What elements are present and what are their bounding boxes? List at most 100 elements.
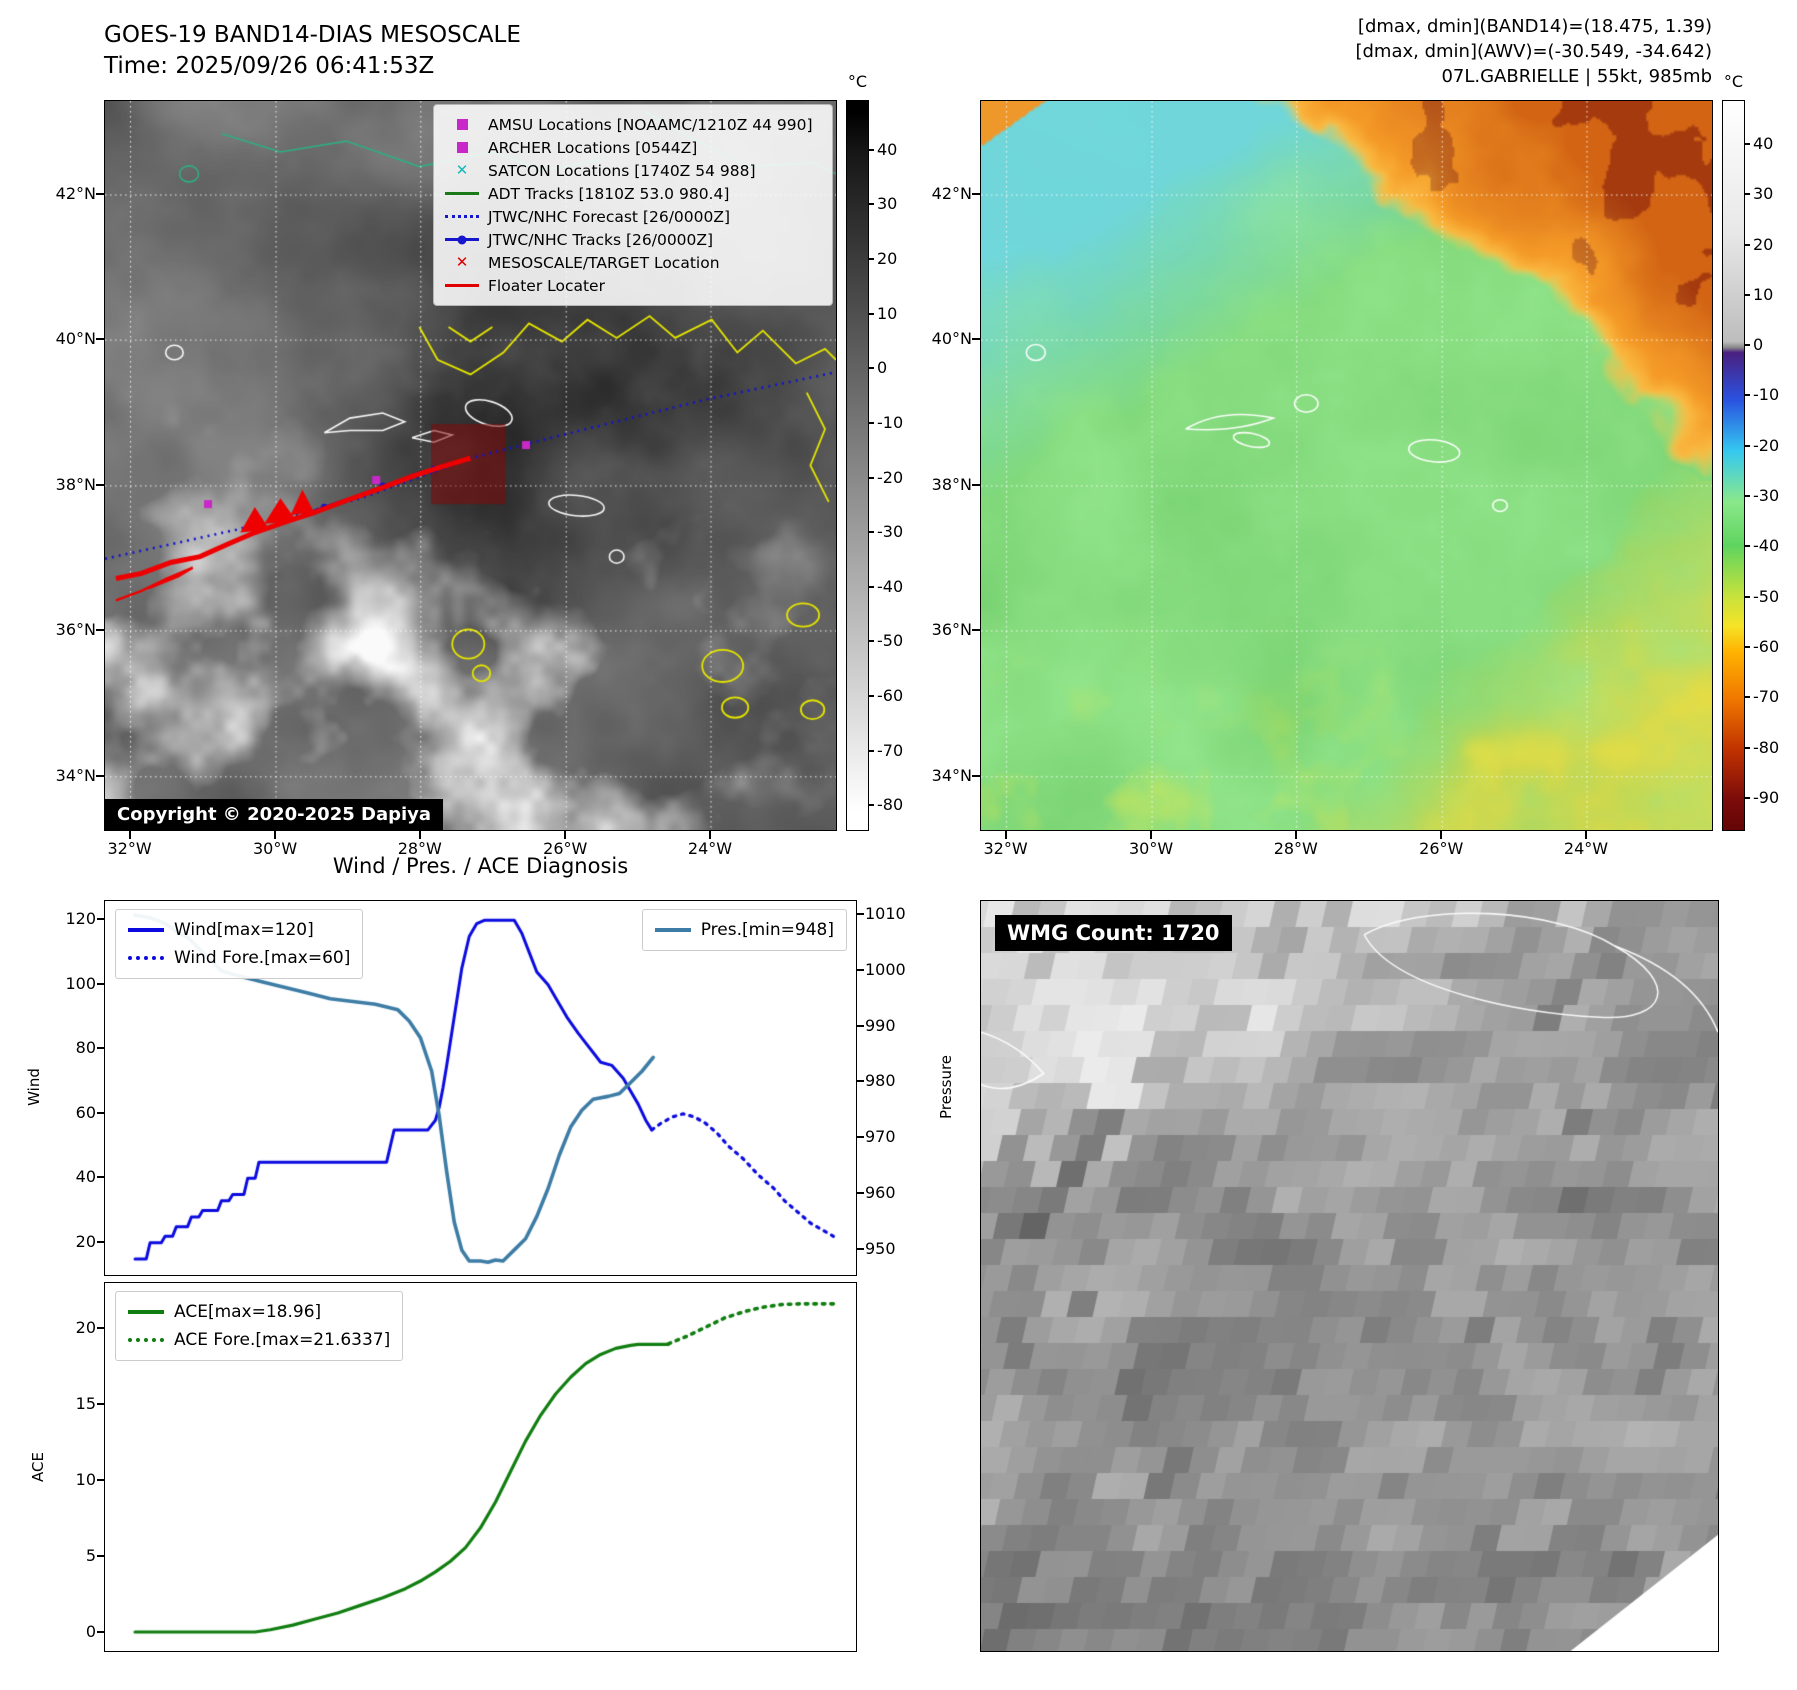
colorbar-tick-label: 10 bbox=[1753, 284, 1774, 304]
storm-id-label: 07L.GABRIELLE | 55kt, 985mb bbox=[1441, 66, 1712, 87]
colorbar-tick-label: -50 bbox=[877, 631, 904, 651]
tick-mark bbox=[564, 831, 567, 839]
ace-tick-label: 5 bbox=[85, 1545, 96, 1565]
tick-mark bbox=[1745, 193, 1750, 196]
lat-tick-label: 42°N bbox=[55, 184, 96, 204]
tick-mark bbox=[869, 367, 874, 370]
chart-legend-item: ACE[max=18.96] bbox=[128, 1298, 390, 1326]
lat-tick-label: 36°N bbox=[931, 619, 972, 639]
awv-satellite-canvas bbox=[981, 101, 1712, 830]
legend-item: ✕ SATCON Locations [1740Z 54 988] bbox=[444, 159, 822, 182]
colorbar-tick-label: -40 bbox=[1753, 536, 1780, 556]
tick-mark bbox=[857, 1247, 864, 1250]
chart-legend-item: Wind[max=120] bbox=[128, 916, 350, 944]
ace-tick-label: 0 bbox=[85, 1621, 96, 1641]
wmg-canvas bbox=[981, 901, 1718, 1651]
tick-mark bbox=[857, 1136, 864, 1139]
lon-tick-label: 30°W bbox=[1128, 839, 1174, 858]
lat-tick-label: 34°N bbox=[931, 765, 972, 785]
tick-mark bbox=[1440, 831, 1443, 839]
colorbar-tick-label: -50 bbox=[1753, 586, 1780, 606]
legend-item: ADT Tracks [1810Z 53.0 980.4] bbox=[444, 182, 822, 205]
tick-mark bbox=[1745, 495, 1750, 498]
tick-mark bbox=[97, 1111, 104, 1114]
legend-item: AMSU Locations [NOAAMC/1210Z 44 990] bbox=[444, 113, 822, 136]
legend-item-label: JTWC/NHC Forecast [26/0000Z] bbox=[488, 207, 731, 226]
awv-header: [dmax, dmin](BAND14)=(18.475, 1.39) [dma… bbox=[1000, 14, 1712, 89]
tick-mark bbox=[96, 193, 104, 196]
x-marker-icon: ✕ bbox=[455, 253, 469, 271]
tick-mark bbox=[1745, 545, 1750, 548]
wind-tick-label: 120 bbox=[65, 909, 96, 929]
tick-mark bbox=[869, 421, 874, 424]
wind-axis-label: Wind bbox=[25, 1068, 43, 1106]
colorbar-tick-label: -40 bbox=[877, 576, 904, 596]
colorbar-tick-label: -10 bbox=[1753, 385, 1780, 405]
band14-time: Time: 2025/09/26 06:41:53Z bbox=[104, 53, 435, 79]
line-dot-marker-icon bbox=[444, 235, 480, 244]
tick-mark bbox=[869, 749, 874, 752]
lat-tick-label: 36°N bbox=[55, 619, 96, 639]
colorbar-tick-label: -90 bbox=[1753, 788, 1780, 808]
pressure-tick-label: 950 bbox=[865, 1238, 896, 1258]
legend-item-label: SATCON Locations [1740Z 54 988] bbox=[488, 161, 756, 180]
legend-item: ✕ MESOSCALE/TARGET Location bbox=[444, 251, 822, 274]
copyright-label: Copyright © 2020-2025 Dapiya bbox=[105, 799, 444, 830]
tick-mark bbox=[97, 918, 104, 921]
tick-mark bbox=[1745, 595, 1750, 598]
line-marker-icon bbox=[444, 192, 480, 195]
band14-legend: AMSU Locations [NOAAMC/1210Z 44 990] ARCH… bbox=[433, 104, 833, 306]
tick-mark bbox=[128, 831, 131, 839]
tick-mark bbox=[972, 483, 980, 486]
tick-mark bbox=[1745, 444, 1750, 447]
tick-mark bbox=[97, 1630, 104, 1633]
chart-legend-item: ACE Fore.[max=21.6337] bbox=[128, 1326, 390, 1354]
awv-dmax-dmin-label: [dmax, dmin](AWV)=(-30.549, -34.642) bbox=[1355, 41, 1712, 62]
tick-mark bbox=[1745, 142, 1750, 145]
lon-tick-label: 28°W bbox=[397, 839, 442, 858]
lat-tick-label: 34°N bbox=[55, 765, 96, 785]
pressure-tick-label: 970 bbox=[865, 1127, 896, 1147]
lon-tick-label: 32°W bbox=[983, 839, 1028, 858]
tick-mark bbox=[96, 338, 104, 341]
tick-mark bbox=[97, 1240, 104, 1243]
pressure-legend: Pres.[min=948] bbox=[641, 909, 847, 951]
wind-tick-label: 40 bbox=[75, 1167, 96, 1187]
legend-item: JTWC/NHC Tracks [26/0000Z] bbox=[444, 228, 822, 251]
tick-mark bbox=[1150, 831, 1153, 839]
lon-tick-label: 28°W bbox=[1273, 839, 1318, 858]
chart-legend-label: ACE Fore.[max=21.6337] bbox=[174, 1330, 391, 1350]
lon-tick-label: 26°W bbox=[543, 839, 588, 858]
tick-mark bbox=[97, 1047, 104, 1050]
tick-mark bbox=[1745, 344, 1750, 347]
legend-item-label: JTWC/NHC Tracks [26/0000Z] bbox=[488, 230, 714, 249]
tick-mark bbox=[857, 968, 864, 971]
tick-mark bbox=[97, 1326, 104, 1329]
tick-mark bbox=[857, 1080, 864, 1083]
lon-tick-label: 32°W bbox=[107, 839, 152, 858]
tick-mark bbox=[972, 338, 980, 341]
tick-mark bbox=[97, 1554, 104, 1557]
colorbar-tick-label: -10 bbox=[877, 412, 904, 432]
chart-legend-label: Pres.[min=948] bbox=[700, 920, 834, 940]
colorbar-tick-label: 10 bbox=[877, 303, 898, 323]
legend-item-label: Floater Locater bbox=[488, 276, 605, 295]
wind-tick-label: 80 bbox=[75, 1038, 96, 1058]
colorbar-tick-label: 30 bbox=[1753, 184, 1774, 204]
tick-mark bbox=[869, 312, 874, 315]
chart-legend-label: Wind[max=120] bbox=[174, 920, 314, 940]
tick-mark bbox=[869, 804, 874, 807]
lon-tick-label: 30°W bbox=[252, 839, 298, 858]
tick-mark bbox=[869, 203, 874, 206]
lon-tick-label: 24°W bbox=[1563, 839, 1609, 858]
lat-tick-label: 42°N bbox=[931, 184, 972, 204]
ace-tick-label: 20 bbox=[75, 1317, 96, 1337]
colorbar-tick-label: 40 bbox=[877, 139, 898, 159]
ace-tick-label: 15 bbox=[75, 1393, 96, 1413]
tick-mark bbox=[1745, 293, 1750, 296]
chart-title: Wind / Pres. / ACE Diagnosis bbox=[332, 854, 629, 878]
tick-mark bbox=[1745, 696, 1750, 699]
wind-legend: Wind[max=120] Wind Fore.[max=60] bbox=[115, 909, 364, 979]
pressure-tick-label: 1000 bbox=[865, 959, 906, 979]
lat-tick-label: 38°N bbox=[55, 474, 96, 494]
